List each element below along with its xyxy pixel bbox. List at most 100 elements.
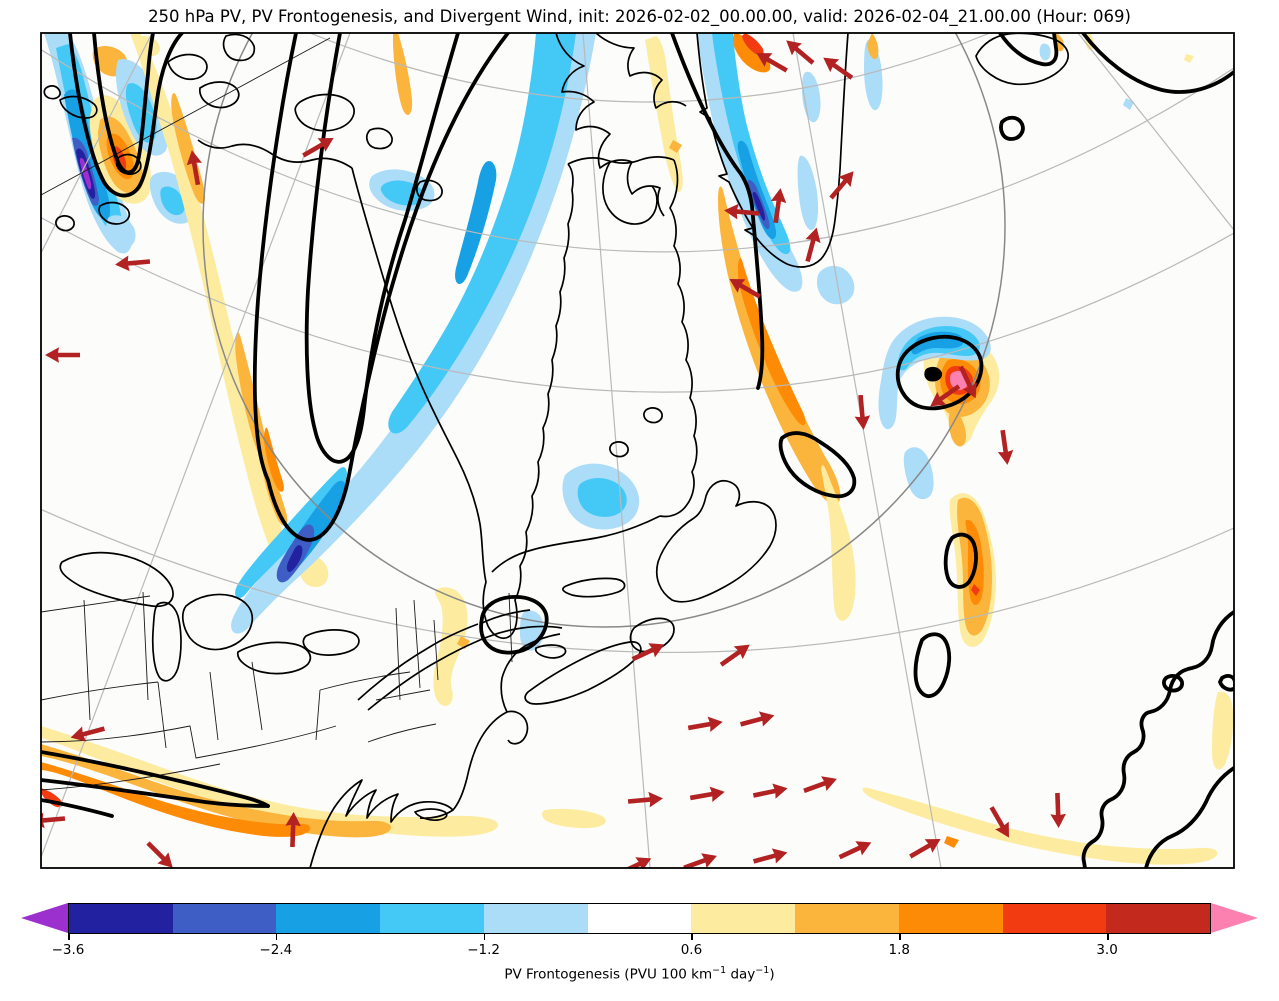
wind-arrow (752, 783, 788, 799)
colorbar-segment-5 (587, 904, 692, 933)
coastline (506, 710, 529, 745)
wind-arrow (838, 841, 872, 860)
pv-contour (92, 33, 155, 175)
frontogenesis-shading (577, 478, 627, 517)
frontogenesis-shading (944, 836, 959, 848)
wind-arrow (186, 150, 202, 186)
pv-contour (1081, 610, 1234, 868)
wind-arrow (146, 841, 173, 868)
colorbar-tick-label: 0.6 (680, 942, 703, 958)
coastline (562, 577, 626, 598)
coastline (595, 33, 687, 109)
coastline (197, 139, 353, 169)
coastline (367, 639, 481, 711)
boundary-line (433, 619, 439, 681)
wind-arrow (958, 365, 977, 399)
frontogenesis-shading (821, 465, 856, 621)
pv-contour (999, 115, 1025, 141)
boundary-line (142, 591, 149, 701)
wind-arrow (41, 812, 66, 829)
pv-contour (1081, 33, 1234, 94)
frontogenesis-shading (718, 186, 841, 504)
colorbar-tick-mark (1107, 934, 1109, 940)
coastline (659, 159, 698, 518)
boundary-line (41, 763, 221, 791)
pv-contour (252, 33, 510, 542)
boundary-line (41, 595, 151, 613)
wind-arrow (689, 786, 725, 802)
pv-contour (479, 595, 549, 655)
boundary-line (413, 599, 421, 689)
colorbar-segment-0 (69, 904, 173, 933)
frontogenesis-shading (235, 332, 268, 461)
frontogenesis-shading (971, 584, 980, 596)
colorbar-tick-label: 3.0 (1096, 942, 1118, 958)
graticule-line (792, 33, 942, 868)
wind-arrow (803, 776, 837, 793)
frontogenesis-shading (260, 445, 288, 526)
pv-contour (41, 778, 270, 808)
colorbar-tick-label: 1.8 (888, 942, 911, 958)
graticule-circle (202, 33, 1006, 628)
colorbar-segment-9 (1002, 904, 1107, 933)
coastline (309, 779, 454, 868)
pv-contour (41, 750, 270, 808)
pv-contour (1162, 674, 1184, 693)
wind-arrow (729, 279, 761, 299)
wind-arrow (930, 384, 961, 407)
wind-arrow-layer (41, 40, 1066, 868)
frontogenesis-shading (41, 762, 311, 837)
coastline (414, 808, 448, 821)
map-frame (40, 32, 1235, 869)
wind-arrow (302, 138, 334, 158)
colorbar-segment-2 (276, 904, 381, 933)
frontogenesis-shading (286, 545, 303, 572)
colorbar-tick-mark (691, 934, 693, 940)
boundary-line (508, 592, 513, 663)
wind-arrow (70, 726, 106, 742)
colorbar-tick-mark (275, 934, 278, 940)
coastline (655, 479, 777, 603)
wind-arrow (805, 227, 821, 263)
coastline (237, 641, 312, 675)
frontogenesis-shading (41, 744, 392, 838)
colorbar-tick-label: −1.2 (467, 942, 501, 958)
frontogenesis-shading (393, 33, 413, 115)
frontogenesis-shading (160, 186, 185, 216)
wind-arrow (823, 57, 854, 80)
coastline (59, 95, 98, 119)
coastline (629, 617, 675, 653)
colorbar-segment-7 (795, 904, 899, 933)
frontogenesis-shading (867, 33, 879, 60)
boundary-layer (41, 37, 513, 791)
pv-contour (778, 431, 857, 499)
frontogenesis-shading (948, 409, 967, 447)
wind-arrow (45, 347, 80, 363)
coastline (55, 215, 75, 232)
frontogenesis-shading (817, 265, 855, 305)
wind-arrow (631, 643, 665, 662)
coastline (567, 156, 675, 165)
coastline (555, 33, 665, 217)
boundary-line (319, 671, 411, 691)
boundary-line (83, 599, 91, 721)
coastline (294, 93, 355, 132)
boundary-line (395, 607, 401, 701)
boundary-line (315, 689, 321, 741)
coastline (115, 153, 142, 175)
frontogenesis-shading (797, 155, 819, 231)
frontogenesis-shading (125, 83, 157, 143)
boundary-line (375, 689, 431, 701)
graticule-line (309, 33, 991, 103)
coastline (491, 515, 661, 573)
colorbar-segments (68, 903, 1211, 934)
map-background (41, 33, 1234, 868)
boundary-line (209, 671, 219, 741)
graticule-line (41, 33, 351, 860)
wind-arrow (989, 806, 1009, 838)
frontogenesis-shading (79, 157, 92, 190)
coastline (167, 53, 208, 81)
colorbar-segment-6 (691, 904, 796, 933)
frontogenesis-shading (388, 33, 576, 434)
